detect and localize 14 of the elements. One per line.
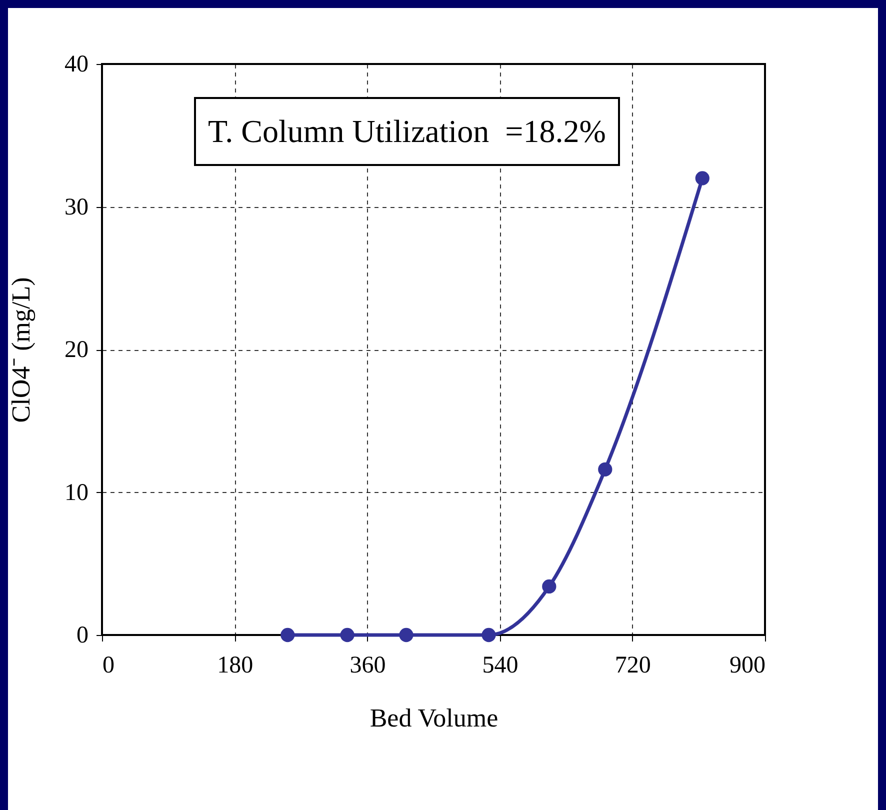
x-tick-label: 540 [482,652,518,678]
y-axis-title: ClO4⁻ (mg/L) [6,277,36,423]
x-tick-label: 180 [217,652,254,678]
y-tick-label: 0 [76,622,88,648]
y-tick-label: 20 [64,337,88,363]
x-tick-label: 720 [614,652,651,678]
x-tick-label: 360 [350,652,386,678]
y-tick-label: 30 [64,194,88,220]
x-axis-title: Bed Volume [370,704,498,732]
annotation: T. Column Utilization =18.2% [194,97,620,166]
y-tick-label: 10 [64,480,88,506]
x-tick-label: 900 [730,652,766,678]
x-tick-label: 0 [102,652,114,678]
y-tick-label: 40 [64,52,88,78]
